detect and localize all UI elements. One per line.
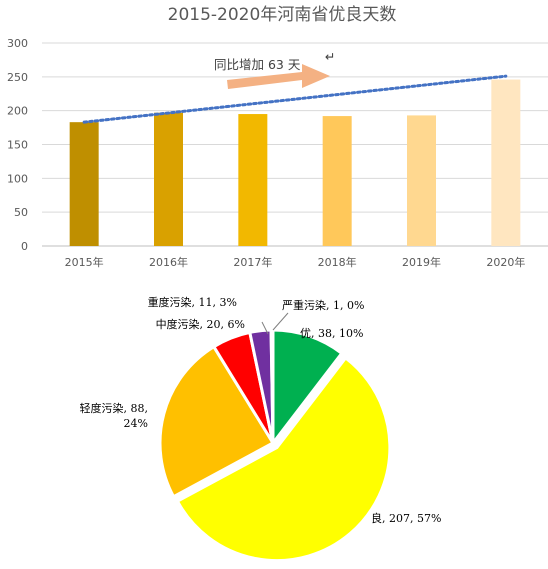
annotation-return-glyph: ↵ [325, 49, 335, 64]
y-tick-label: 100 [7, 172, 28, 185]
bar-2020年 [491, 79, 521, 246]
bar-chart-title: 2015-2020年河南省优良天数 [168, 5, 397, 25]
pie-label-重度污染: 重度污染, 11, 3% [148, 295, 237, 309]
bar-2016年 [154, 112, 183, 247]
x-tick-label: 2019年 [402, 255, 441, 269]
y-tick-label: 0 [21, 240, 28, 253]
y-tick-label: 50 [14, 206, 28, 219]
pie-label-严重污染: 严重污染, 1, 0% [282, 298, 364, 312]
bar-2018年 [322, 116, 352, 246]
annotation-text: 同比增加 63 天 [214, 57, 301, 72]
pie-label-优: 优, 38, 10% [300, 327, 363, 340]
x-tick-label: 2016年 [149, 255, 188, 269]
leader-line-heavy [261, 321, 269, 335]
pie-label-轻度污染: 轻度污染, 88, 24% [80, 401, 149, 430]
leader-line-severe [272, 312, 289, 331]
bar-2015年 [69, 122, 99, 246]
x-tick-label: 2020年 [486, 255, 525, 269]
pie-slice-轻度污染 [158, 345, 275, 499]
y-tick-label: 200 [7, 105, 28, 118]
pie-slice-严重污染 [269, 328, 275, 445]
bar-chart: 2015-2020年河南省优良天数 同比增加 63 天 ↵ 0 50 100 150 2… [7, 5, 548, 269]
trend-line [82, 74, 508, 124]
x-tick-label: 2015年 [65, 255, 104, 269]
bar-2019年 [407, 115, 436, 246]
pie-label-良: 良, 207, 57% [371, 511, 441, 525]
y-tick-label: 250 [7, 71, 28, 84]
bar-2017年 [238, 114, 268, 246]
x-tick-label: 2017年 [233, 255, 272, 269]
y-tick-label: 150 [7, 139, 28, 152]
pie-slice-良 [175, 356, 392, 563]
pie-chart: 优, 38, 10% 良, 207, 57% 轻度污染, 88, 24% 中度污染, 2… [80, 295, 441, 563]
pie-label-中度污染: 中度污染, 20, 6% [156, 317, 245, 331]
increase-arrow-icon [227, 64, 330, 89]
x-tick-label: 2018年 [318, 255, 357, 269]
y-tick-label: 300 [7, 37, 28, 50]
